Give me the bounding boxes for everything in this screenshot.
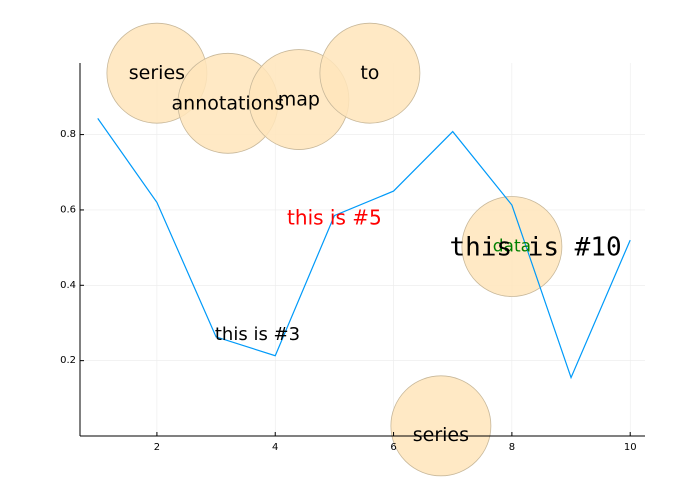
y-tick-label: 0.2 bbox=[60, 355, 76, 366]
series-line bbox=[97, 118, 631, 380]
bubble-label: annotations bbox=[172, 92, 285, 114]
bubble bbox=[319, 22, 421, 124]
bubble-label: series bbox=[129, 62, 185, 84]
ticks: 2 4 6 8 10 0.2 0.4 0.6 0.8 bbox=[60, 129, 636, 453]
bubbles bbox=[106, 22, 563, 477]
axes bbox=[79, 63, 645, 437]
y-tick-label: 0.4 bbox=[60, 280, 76, 291]
series bbox=[97, 118, 631, 380]
y-tick-label: 0.8 bbox=[60, 129, 76, 140]
x-tick-label: 2 bbox=[154, 442, 160, 453]
bubble-label: to bbox=[360, 62, 379, 84]
annotation-label: this is #10 bbox=[449, 233, 621, 263]
x-tick-label: 10 bbox=[624, 442, 637, 453]
x-tick-label: 4 bbox=[272, 442, 278, 453]
y-tick-label: 0.6 bbox=[60, 204, 76, 215]
bubble bbox=[461, 196, 563, 297]
x-tick-label: 6 bbox=[390, 442, 396, 453]
bubble-label: data bbox=[493, 236, 531, 256]
annotation-label: this is #3 bbox=[215, 324, 300, 345]
bubble-label: series bbox=[413, 424, 469, 446]
bubble bbox=[390, 375, 492, 477]
x-tick-label: 8 bbox=[509, 442, 515, 453]
annotation-label: this is #5 bbox=[287, 205, 382, 229]
bubble-label: map bbox=[278, 89, 320, 111]
